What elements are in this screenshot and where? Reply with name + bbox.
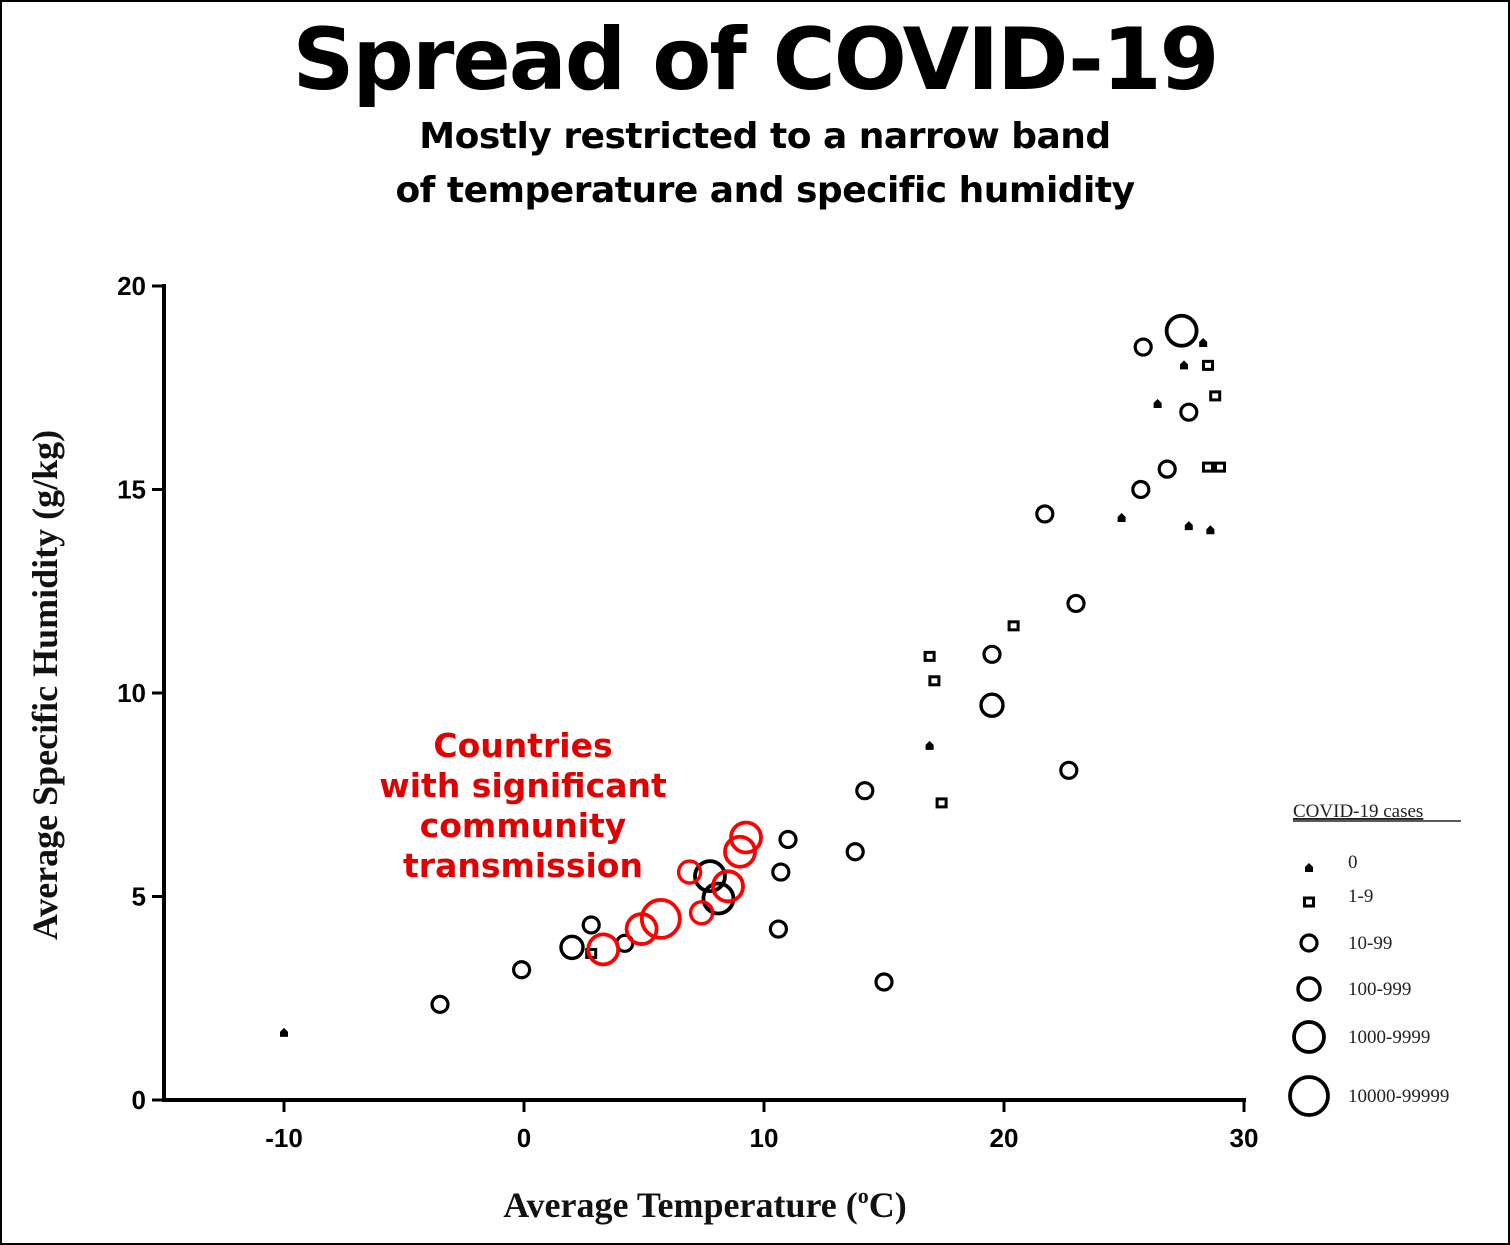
y-tick-label: 10 — [117, 678, 146, 708]
x-tick-label: -10 — [265, 1123, 303, 1153]
series-0 — [280, 337, 1215, 1037]
chart-subtitle-line-1: Mostly restricted to a narrow band — [419, 116, 1111, 157]
y-tick-label: 0 — [132, 1085, 146, 1115]
highlighted-data-point — [688, 900, 715, 926]
data-point — [925, 740, 934, 750]
data-point — [280, 1027, 288, 1037]
data-point — [1164, 313, 1199, 348]
data-point — [1180, 360, 1188, 370]
x-axis-title: Average Temperature (oC) — [503, 1183, 907, 1225]
data-point — [855, 781, 875, 801]
annotation-community-transmission: Countries with significant community tra… — [379, 726, 667, 885]
y-tick-label: 20 — [117, 271, 146, 301]
annotation-line-3: community — [420, 806, 627, 845]
data-point — [1131, 479, 1151, 500]
annotation-line-2: with significant — [379, 766, 667, 805]
data-point — [1214, 461, 1226, 473]
data-point — [1153, 399, 1162, 409]
data-point — [693, 859, 727, 894]
series-10-99 — [430, 337, 1199, 1014]
data-point — [1206, 525, 1215, 535]
highlighted-data-point — [729, 820, 763, 855]
data-point — [874, 972, 894, 992]
data-point — [935, 797, 948, 809]
series-1-9 — [585, 359, 1226, 959]
legend-marker — [1299, 933, 1319, 953]
legend-marker — [1296, 976, 1322, 1002]
y-tick-label: 5 — [132, 882, 146, 912]
data-point — [928, 675, 941, 687]
chart-subtitle-line-2: of temperature and specific humidity — [395, 170, 1135, 211]
legend-title: COVID-19 cases — [1293, 801, 1423, 822]
data-point — [982, 644, 1002, 664]
series-significant-community-transmission — [586, 820, 763, 967]
data-point — [1202, 461, 1214, 473]
highlighted-data-point — [639, 897, 682, 940]
data-point — [559, 934, 585, 961]
data-point — [1066, 593, 1086, 614]
data-point — [923, 650, 936, 662]
annotation-line-4: transmission — [403, 846, 643, 885]
data-point — [1059, 760, 1079, 780]
x-tick-label: 30 — [1230, 1123, 1259, 1153]
data-point — [1157, 459, 1177, 479]
highlighted-data-point — [586, 932, 621, 967]
legend: COVID-19 cases 0 1-9 10-99 100-999 1000-9999… — [1288, 801, 1461, 1117]
series-1000-9999 — [693, 313, 1199, 916]
annotation-line-1: Countries — [433, 726, 612, 765]
data-point — [1184, 521, 1193, 531]
data-point — [1133, 337, 1153, 357]
legend-marker — [1303, 896, 1315, 908]
highlighted-data-point — [676, 859, 703, 885]
x-axis-title-degree: o — [858, 1183, 869, 1208]
legend-label: 0 — [1348, 852, 1358, 873]
data-point — [1209, 390, 1222, 402]
x-tick-label: 20 — [990, 1123, 1019, 1153]
y-axis-title: Average Specific Humidity (g/kg) — [25, 430, 65, 940]
highlighted-data-point — [711, 869, 745, 904]
legend-label: 1-9 — [1348, 886, 1373, 907]
data-point — [1117, 512, 1126, 522]
data-point — [1199, 337, 1208, 347]
data-point — [581, 915, 601, 935]
data-point — [1035, 504, 1055, 524]
y-tick-label: 15 — [117, 475, 146, 505]
data-point — [1179, 402, 1199, 422]
data-point — [1007, 620, 1020, 632]
data-point — [845, 842, 865, 862]
axes — [162, 284, 1246, 1102]
data-point — [771, 862, 791, 882]
data-point — [430, 994, 450, 1014]
legend-label: 100-999 — [1348, 979, 1411, 1000]
x-axis-title-unit: C) — [869, 1185, 907, 1225]
data-point — [1202, 359, 1214, 371]
x-tick-label: 10 — [750, 1123, 779, 1153]
x-axis-title-main: Average Temperature ( — [503, 1185, 858, 1225]
data-point — [979, 692, 1005, 718]
legend-marker — [1305, 863, 1313, 872]
legend-marker — [1288, 1075, 1330, 1117]
chart-title: Spread of COVID-19 — [292, 10, 1219, 110]
series-100-999 — [559, 692, 1005, 961]
legend-label: 1000-9999 — [1348, 1027, 1430, 1048]
legend-label: 10000-99999 — [1348, 1086, 1449, 1107]
legend-marker — [1292, 1020, 1326, 1054]
legend-label: 10-99 — [1348, 933, 1392, 954]
data-point — [768, 919, 789, 939]
x-tick-label: 0 — [517, 1123, 531, 1153]
data-point — [511, 960, 532, 980]
data-point — [778, 829, 798, 850]
